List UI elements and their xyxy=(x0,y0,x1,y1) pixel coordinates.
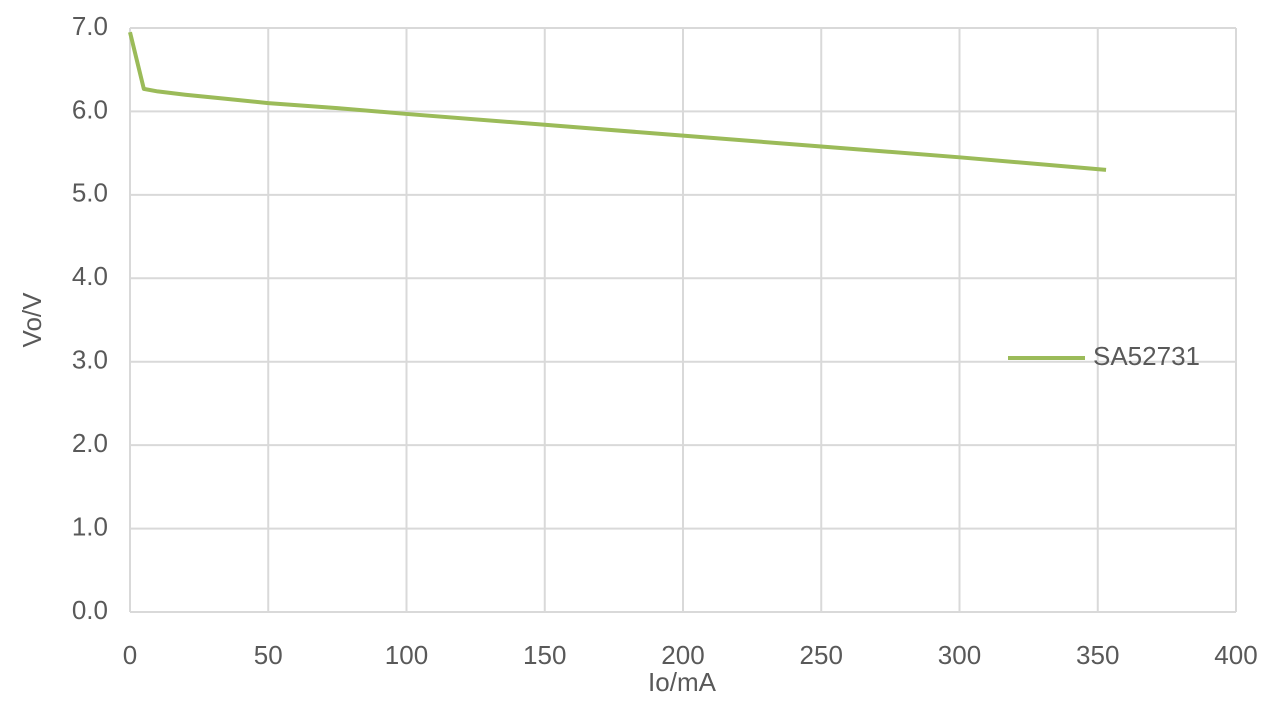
y-axis-title: Vo/V xyxy=(17,292,47,348)
x-axis-title: Io/mA xyxy=(648,667,717,697)
x-tick-label: 100 xyxy=(385,640,428,670)
y-tick-label: 1.0 xyxy=(72,511,108,541)
y-tick-label: 4.0 xyxy=(72,261,108,291)
x-tick-label: 300 xyxy=(938,640,981,670)
y-tick-label: 2.0 xyxy=(72,428,108,458)
y-tick-label: 7.0 xyxy=(72,11,108,41)
x-tick-label: 250 xyxy=(800,640,843,670)
x-tick-label: 50 xyxy=(254,640,283,670)
y-tick-label: 5.0 xyxy=(72,178,108,208)
y-tick-label: 3.0 xyxy=(72,345,108,375)
x-tick-label: 350 xyxy=(1076,640,1119,670)
y-tick-label: 6.0 xyxy=(72,94,108,124)
legend-label: SA52731 xyxy=(1093,341,1200,371)
x-tick-label: 200 xyxy=(661,640,704,670)
x-tick-label: 400 xyxy=(1214,640,1257,670)
data-line xyxy=(128,31,1107,172)
y-tick-label: 0.0 xyxy=(72,595,108,625)
x-tick-label: 150 xyxy=(523,640,566,670)
x-tick-label: 0 xyxy=(123,640,137,670)
